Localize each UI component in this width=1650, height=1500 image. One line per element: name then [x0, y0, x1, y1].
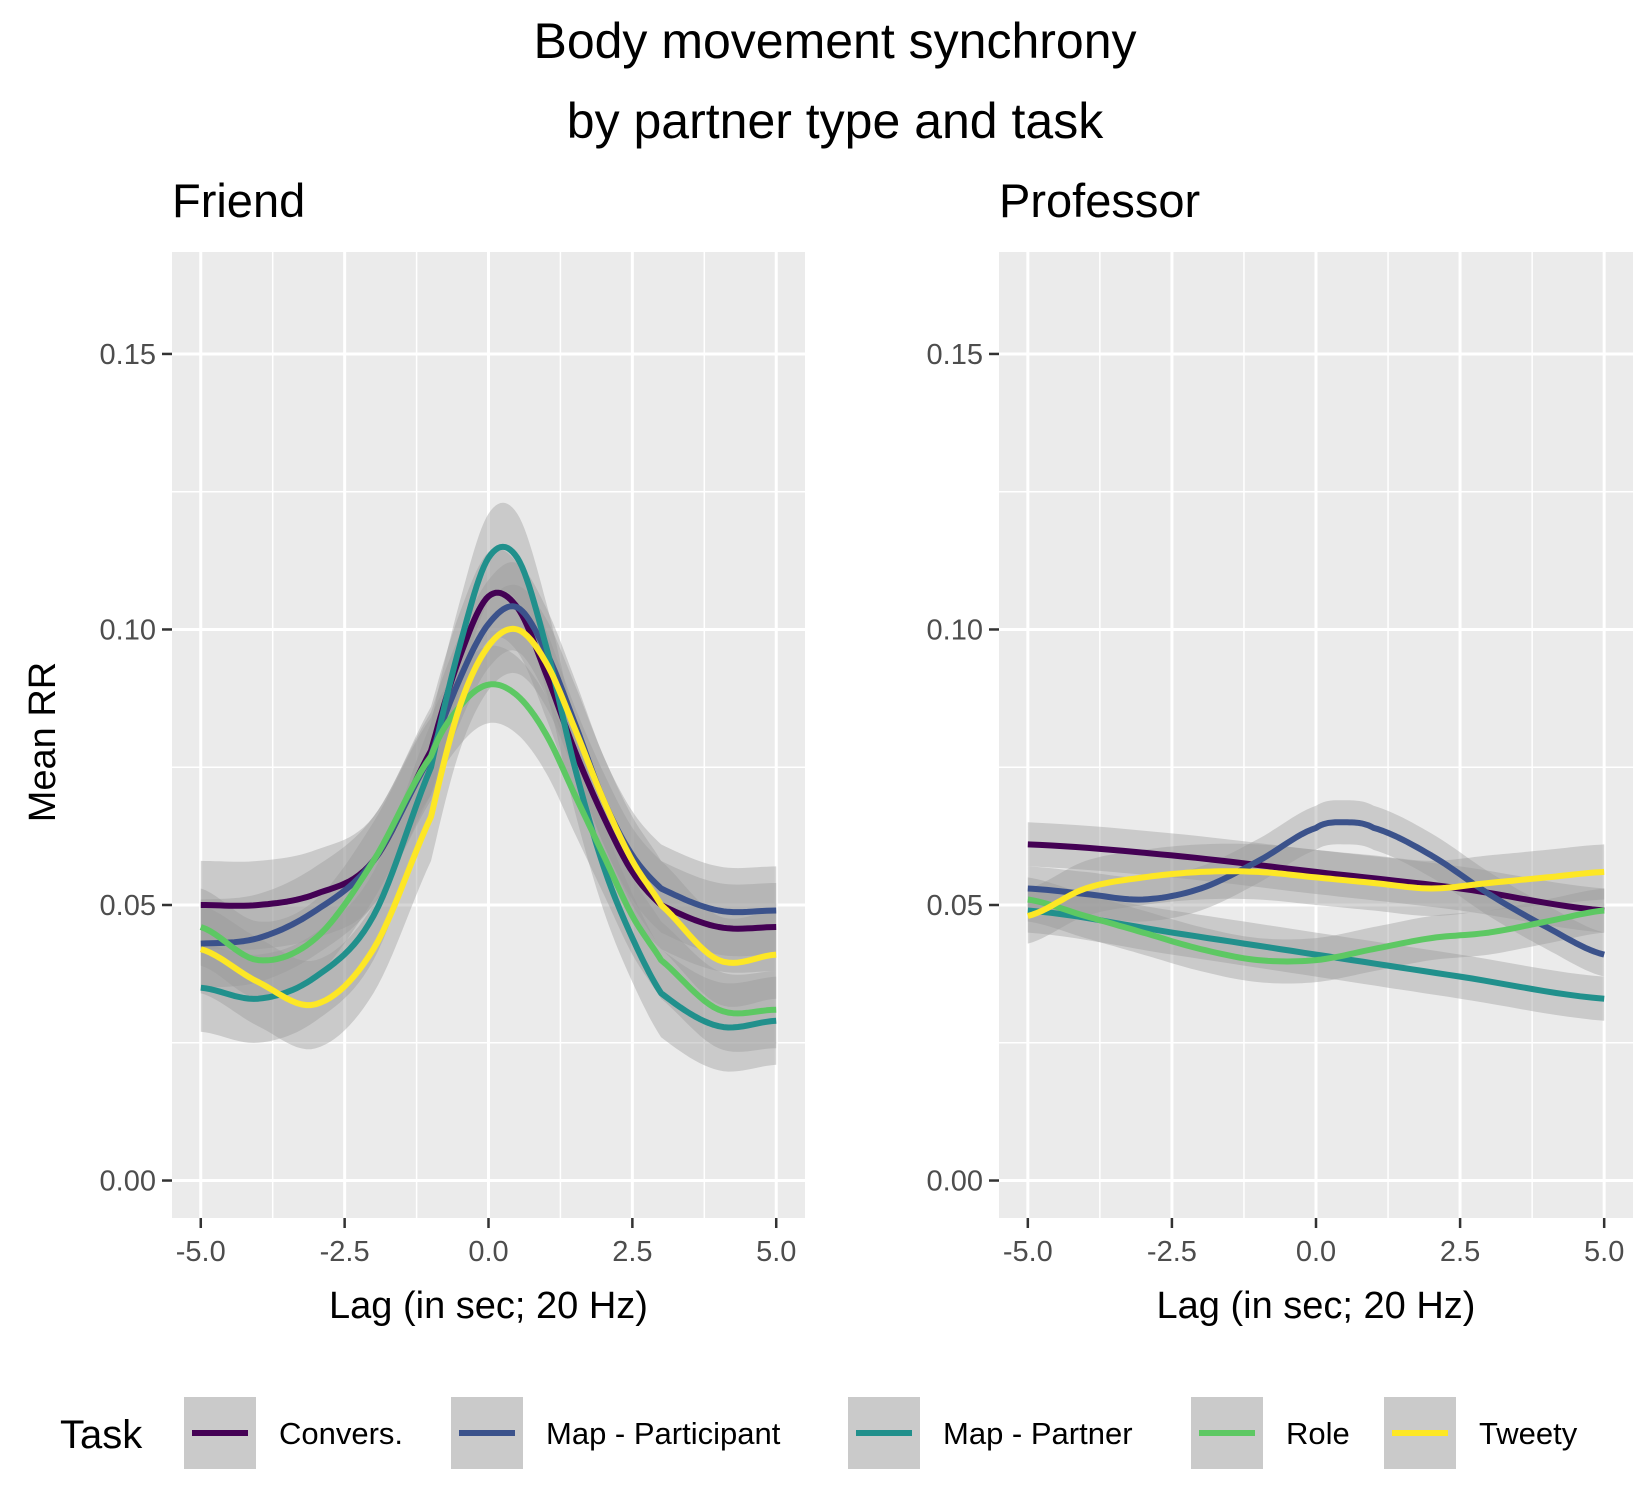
x-axis-label: Lag (in sec; 20 Hz): [1157, 1285, 1476, 1327]
legend-label: Role: [1286, 1416, 1350, 1451]
x-axis-label: Lag (in sec; 20 Hz): [329, 1285, 648, 1327]
series-line: [1026, 868, 1605, 919]
legend-label: Map - Participant: [546, 1416, 781, 1451]
panel-professor: Professor -5.0 -2.5 0.0 2.5 5.0 0.00 0.05 0.10 0.…: [927, 174, 1633, 1327]
confidence-band: [1027, 800, 1605, 977]
y-tick-label: 0.15: [927, 339, 983, 371]
legend-item: Role: [1191, 1397, 1350, 1469]
confidence-band: [200, 645, 777, 1052]
y-tick-label: 0.15: [100, 339, 156, 371]
confidence-band: [200, 502, 777, 1072]
legend: Task Convers. Map - Participant Map - Part…: [60, 1397, 1578, 1469]
series-line: [199, 625, 777, 1009]
panel-title: Professor: [999, 174, 1200, 227]
x-tick-label: -2.5: [320, 1236, 370, 1268]
series-line: [1027, 819, 1605, 958]
plot-area: [1026, 800, 1605, 1021]
facet-panels: Friend -5.0 -2.5 0.0 2.5 5.0 0.00 0.05 0.10 0.15 L…: [100, 174, 1633, 1327]
y-axis-label: Mean RR: [22, 662, 64, 823]
x-tick-label: -2.5: [1147, 1236, 1197, 1268]
y-tick-label: 0.00: [100, 1166, 156, 1198]
series-line: [200, 603, 777, 947]
x-tick-label: -5.0: [176, 1236, 226, 1268]
legend-label: Tweety: [1479, 1416, 1578, 1451]
confidence-band: [1027, 877, 1605, 984]
y-tick-label: 0.00: [927, 1166, 983, 1198]
x-tick-label: 0.0: [468, 1236, 508, 1268]
x-tick-label: 5.0: [1584, 1236, 1624, 1268]
panel-friend: Friend -5.0 -2.5 0.0 2.5 5.0 0.00 0.05 0.10 0.15 L…: [100, 174, 805, 1327]
y-tick-label: 0.05: [100, 890, 156, 922]
panel-title: Friend: [172, 174, 305, 227]
x-tick-label: 0.0: [1296, 1236, 1336, 1268]
series-line: [1027, 896, 1605, 965]
chart-title: Body movement synchrony by partner type …: [533, 13, 1136, 149]
series-line: [200, 543, 777, 1031]
legend-item: Convers.: [184, 1397, 403, 1469]
legend-label: Convers.: [279, 1416, 403, 1451]
confidence-band: [200, 584, 777, 1050]
legend-title: Task: [60, 1413, 143, 1457]
y-tick-label: 0.10: [927, 614, 983, 646]
y-tick-label: 0.10: [100, 614, 156, 646]
chart-title-line-1: Body movement synchrony: [533, 13, 1136, 69]
legend-items: Convers. Map - Participant Map - Partner Ro…: [184, 1397, 1578, 1469]
x-tick-label: -5.0: [1003, 1236, 1053, 1268]
plot-area: [199, 502, 777, 1072]
x-tick-label: 2.5: [1440, 1236, 1480, 1268]
y-tick-label: 0.05: [927, 890, 983, 922]
x-tick-label: 2.5: [612, 1236, 652, 1268]
legend-item: Map - Participant: [451, 1397, 781, 1469]
legend-label: Map - Partner: [943, 1416, 1133, 1451]
chart-title-line-2: by partner type and task: [567, 93, 1104, 149]
series-line: [199, 681, 777, 1017]
series-line: [1027, 841, 1605, 914]
confidence-band: [1027, 843, 1605, 944]
legend-item: Map - Partner: [848, 1397, 1133, 1469]
legend-item: Tweety: [1384, 1397, 1578, 1469]
x-tick-label: 5.0: [756, 1236, 796, 1268]
